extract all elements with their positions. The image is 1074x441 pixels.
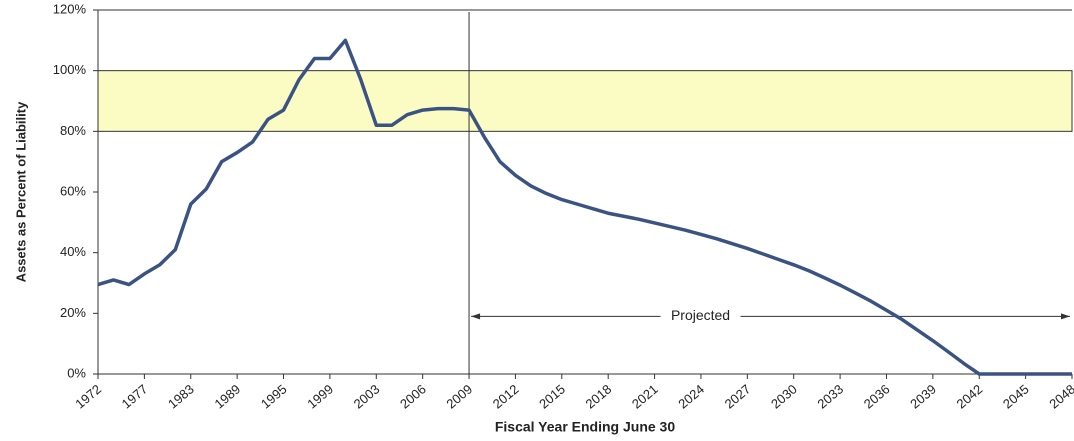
target-band (97, 70, 1073, 132)
x-tick-label: 2027 (722, 381, 754, 411)
arrow-head (1061, 313, 1070, 320)
x-tick-label: 2030 (768, 381, 800, 411)
y-tick-label: 120% (53, 1, 87, 16)
x-tick-label: 2006 (397, 381, 429, 411)
line-series (97, 38, 1072, 376)
x-axis-label: Fiscal Year Ending June 30 (495, 419, 675, 435)
label-bg (660, 307, 741, 326)
y-axis-label: Assets as Percent of Liability (13, 101, 28, 282)
y-tick-label: 40% (60, 244, 86, 259)
y-tick-label: 0% (67, 365, 86, 380)
x-tick-label: 2036 (861, 381, 893, 411)
y-tick-label: 100% (53, 62, 87, 77)
x-tick-label: 1983 (165, 381, 197, 411)
arrow-head (471, 313, 481, 320)
x-tick-label: 2012 (490, 381, 522, 411)
x-tick-label: 2009 (443, 381, 475, 411)
annotation: Projected (671, 307, 730, 323)
x-tick-label: 2021 (629, 381, 661, 411)
x-tick-label: 1977 (119, 381, 151, 411)
x-tick-label: 2018 (583, 381, 615, 411)
x-tick-label: 1999 (304, 381, 336, 411)
y-tick-label: 80% (60, 123, 86, 138)
x-tick-label: 1989 (211, 381, 243, 411)
y-tick-label: 60% (60, 183, 86, 198)
x-tick-label: 2015 (536, 381, 568, 411)
x-tick-label: 2024 (675, 381, 707, 411)
x-tick-label: 1972 (72, 381, 104, 411)
x-tick-label: 2003 (351, 381, 383, 411)
x-tick-label: 2045 (1000, 381, 1032, 411)
x-tick-label: 2042 (954, 381, 986, 411)
y-tick-label: 20% (60, 305, 86, 320)
x-tick-label: 2033 (814, 381, 846, 411)
x-tick-label: 2039 (907, 381, 939, 411)
x-tick-label: 1995 (258, 381, 290, 411)
x-tick-label: 2048 (1046, 381, 1074, 411)
